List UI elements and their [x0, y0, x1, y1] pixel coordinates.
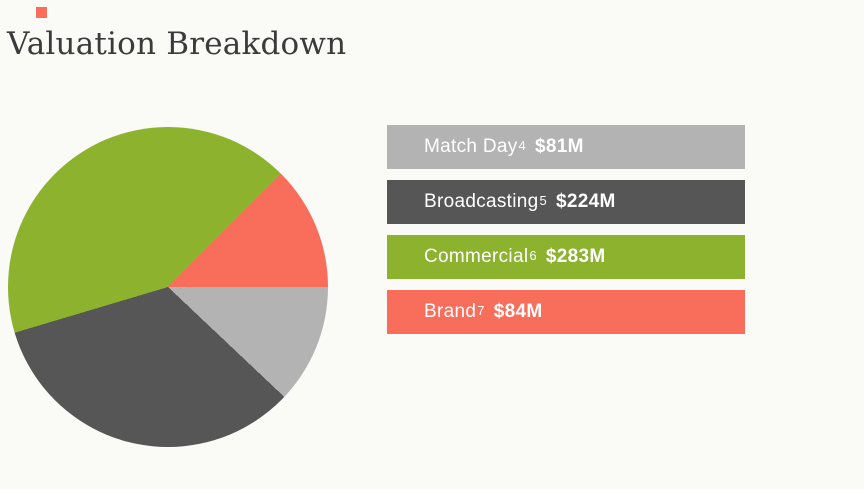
legend-label: Commercial [424, 246, 529, 267]
legend-value: $84M [493, 301, 543, 322]
legend-value: $81M [535, 136, 584, 157]
legend-value: $283M [545, 246, 606, 267]
legend-item-brand: Brand 7 $84M [387, 290, 745, 334]
legend-item-match-day: Match Day 4 $81M [387, 125, 745, 169]
legend-label: Broadcasting [424, 191, 539, 212]
valuation-pie-chart [8, 127, 328, 447]
accent-square-icon [36, 7, 47, 18]
legend-item-broadcasting: Broadcasting 5 $224M [387, 180, 745, 224]
page-title: Valuation Breakdown [7, 26, 347, 62]
legend-value: $224M [556, 191, 616, 212]
legend-label: Brand [424, 301, 477, 322]
legend-item-commercial: Commercial 6 $283M [387, 235, 745, 279]
chart-legend: Match Day 4 $81M Broadcasting 5 $224M Comm… [387, 125, 745, 345]
legend-label: Match Day [424, 136, 518, 157]
